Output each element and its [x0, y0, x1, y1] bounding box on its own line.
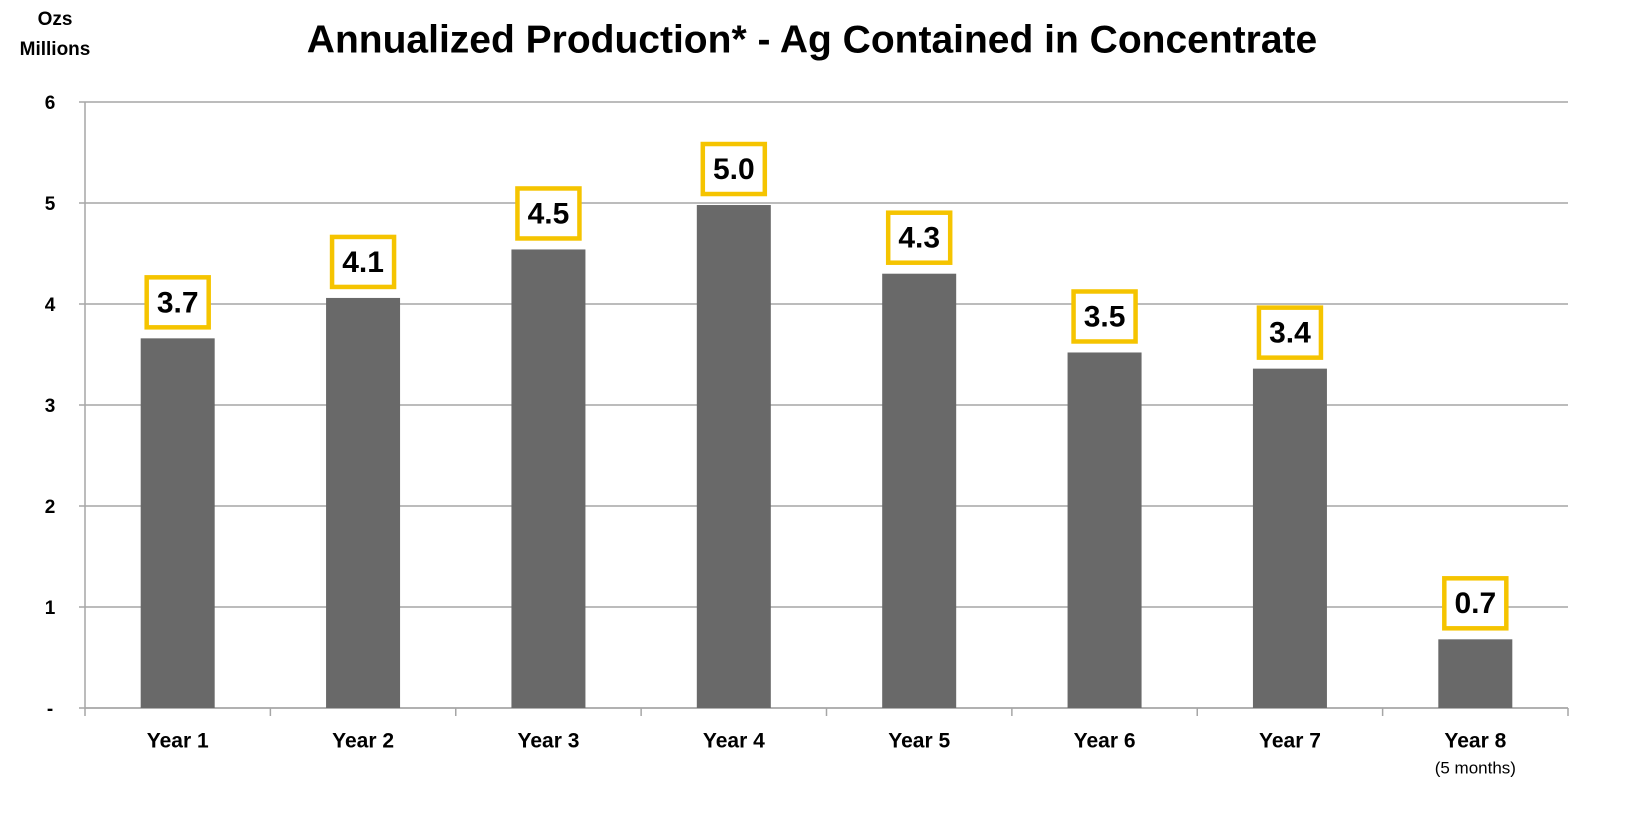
label-box	[329, 234, 397, 290]
bar	[1252, 368, 1327, 708]
bar	[882, 273, 957, 708]
bar	[1438, 639, 1513, 708]
y-tick-label: 4	[45, 295, 56, 316]
data-label: 3.5	[1084, 300, 1126, 333]
label-box	[1071, 289, 1138, 344]
y-tick-label: 6	[45, 93, 56, 114]
data-label: 3.7	[157, 286, 199, 319]
chart-title: Annualized Production* - Ag Contained in…	[307, 18, 1317, 61]
label-box	[515, 186, 582, 241]
label-box	[885, 210, 953, 265]
data-label: 4.1	[342, 246, 384, 279]
bar	[696, 205, 771, 708]
y-axis-label: Ozs	[38, 9, 73, 30]
label-box	[1442, 576, 1509, 631]
bar	[511, 249, 586, 708]
x-tick-label: Year 2	[332, 730, 394, 753]
data-label: 0.7	[1454, 587, 1496, 620]
data-label: 4.5	[528, 197, 570, 230]
data-label: 4.3	[898, 222, 940, 255]
bar	[326, 297, 401, 708]
x-tick-label: Year 3	[517, 730, 579, 753]
x-tick-label: Year 6	[1074, 730, 1136, 753]
y-tick-label: -	[47, 699, 53, 720]
x-tick-sublabel: (5 months)	[1435, 758, 1516, 777]
data-label: 3.4	[1269, 317, 1311, 350]
label-box	[700, 141, 768, 197]
x-tick-label: Year 4	[703, 730, 765, 753]
data-label: 5.0	[713, 153, 755, 186]
label-box	[1256, 305, 1324, 360]
y-tick-label: 2	[45, 497, 56, 518]
x-tick-label: Year 8	[1444, 730, 1506, 753]
x-tick-label: Year 7	[1259, 730, 1321, 753]
bar	[1067, 352, 1142, 708]
bar	[140, 338, 215, 708]
y-axis-label: Millions	[20, 39, 91, 60]
y-tick-label: 5	[45, 194, 56, 215]
y-tick-label: 3	[45, 396, 56, 417]
label-box	[144, 275, 211, 330]
x-tick-label: Year 5	[888, 730, 950, 753]
x-tick-label: Year 1	[147, 730, 209, 753]
y-tick-label: 1	[45, 598, 56, 619]
